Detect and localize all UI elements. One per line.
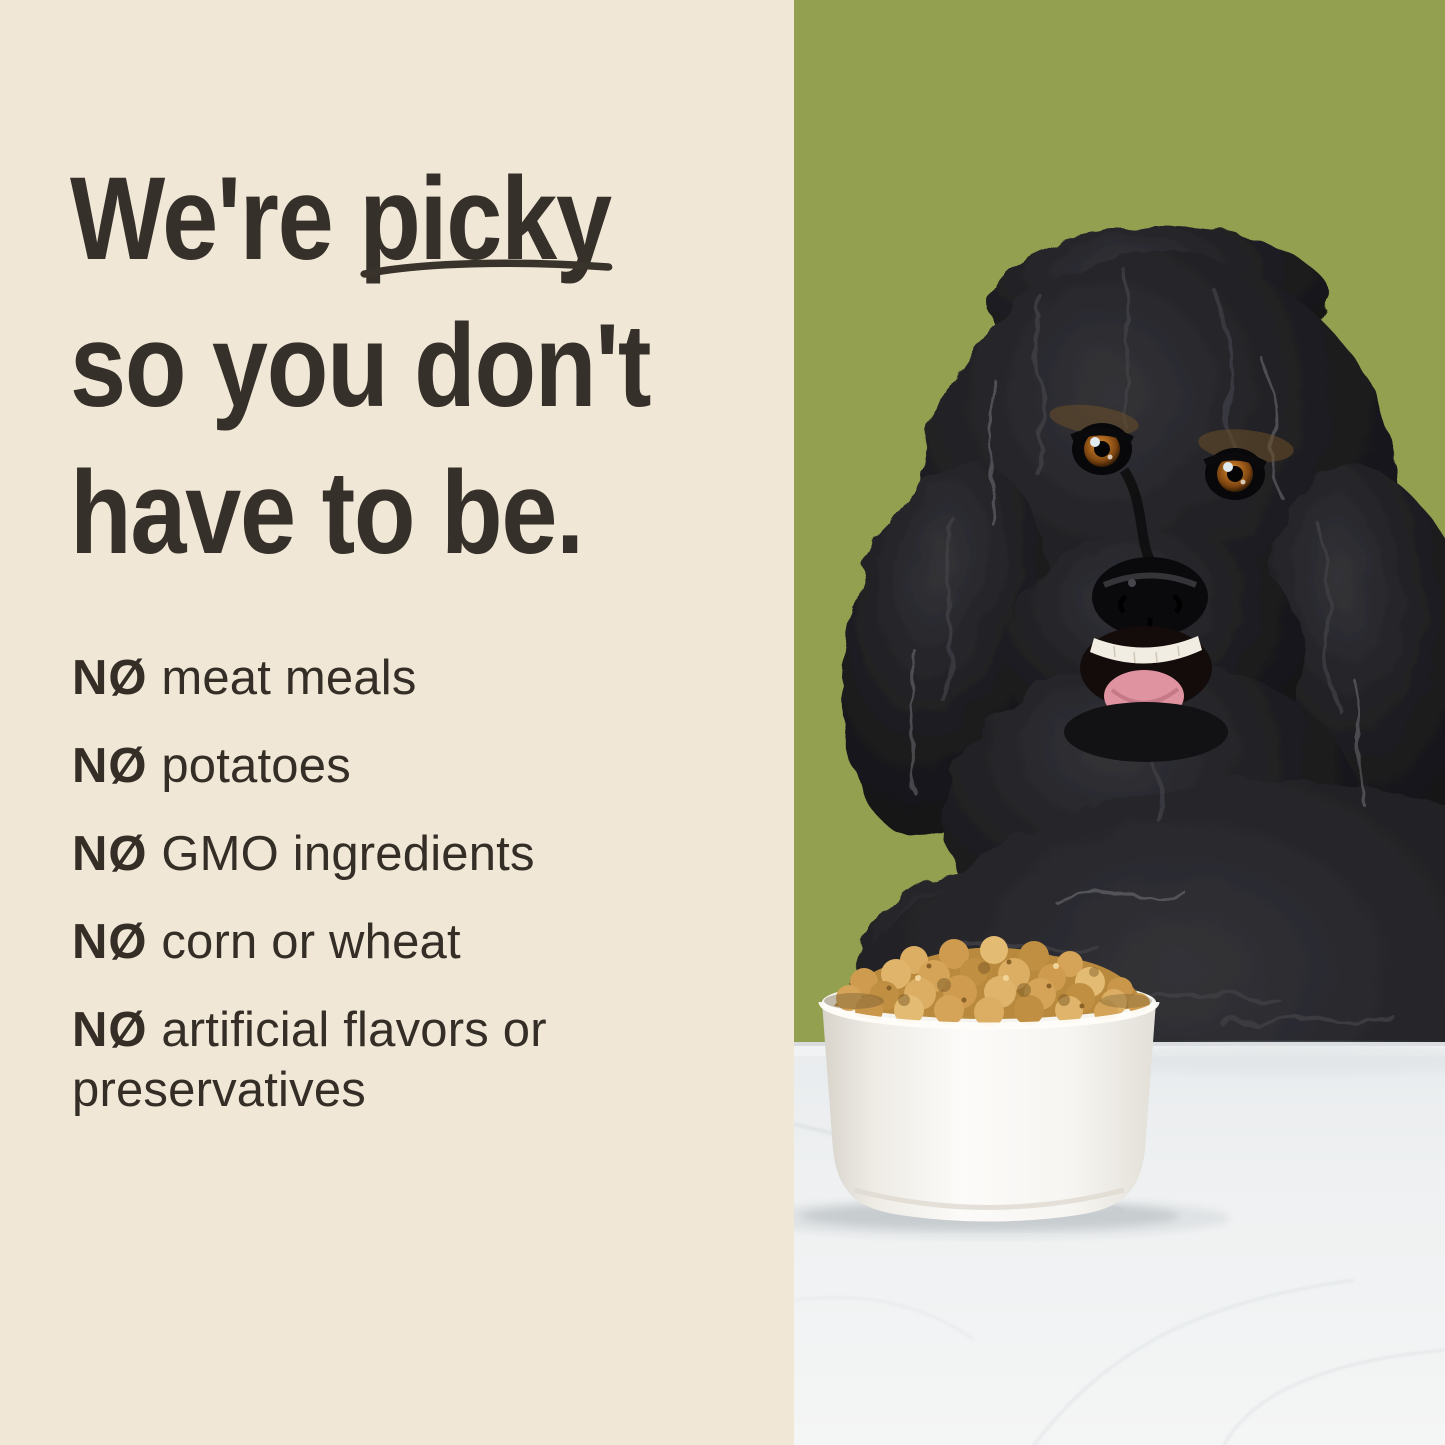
no-symbol: NØ: [72, 651, 148, 705]
dog-photo: [794, 0, 1445, 1445]
list-item-text: corn or wheat: [161, 915, 461, 969]
no-symbol: NØ: [72, 915, 148, 969]
no-list: NØ meat meals NØ potatoes NØ GMO ingredi…: [72, 648, 697, 1120]
list-item-text: potatoes: [161, 739, 351, 793]
dog-eye-right: [1203, 448, 1267, 500]
list-item-text: meat meals: [161, 651, 417, 705]
list-item-text: artificial flavors or preservatives: [72, 1003, 547, 1117]
dog-eye-left: [1070, 423, 1134, 475]
text-panel: We're picky so you don't have to be. NØ …: [70, 146, 697, 1120]
dog-mouth: [1064, 626, 1228, 762]
photo-panel: [794, 0, 1445, 1445]
no-symbol: NØ: [72, 739, 148, 793]
food-bowl: [818, 936, 1160, 1222]
kibble: [834, 936, 1150, 1027]
list-item: NØ GMO ingredients: [72, 824, 697, 884]
headline-word-picky: picky: [359, 146, 613, 293]
dog-face: [1049, 404, 1294, 762]
headline-prefix: We're: [70, 153, 360, 285]
headline-line-3: have to be.: [70, 447, 584, 579]
no-symbol: NØ: [72, 827, 148, 881]
list-item: NØ artificial flavors or preservatives: [72, 1000, 697, 1120]
list-item: NØ meat meals: [72, 648, 697, 708]
dog-nose: [1092, 557, 1208, 640]
list-item-text: GMO ingredients: [161, 827, 535, 881]
underline-swoosh: [360, 259, 613, 278]
no-symbol: NØ: [72, 1003, 148, 1057]
headline-line-2: so you don't: [70, 300, 652, 432]
list-item: NØ potatoes: [72, 736, 697, 796]
headline: We're picky so you don't have to be.: [70, 146, 652, 587]
headline-line-1: We're picky: [70, 146, 650, 293]
list-item: NØ corn or wheat: [72, 912, 697, 972]
